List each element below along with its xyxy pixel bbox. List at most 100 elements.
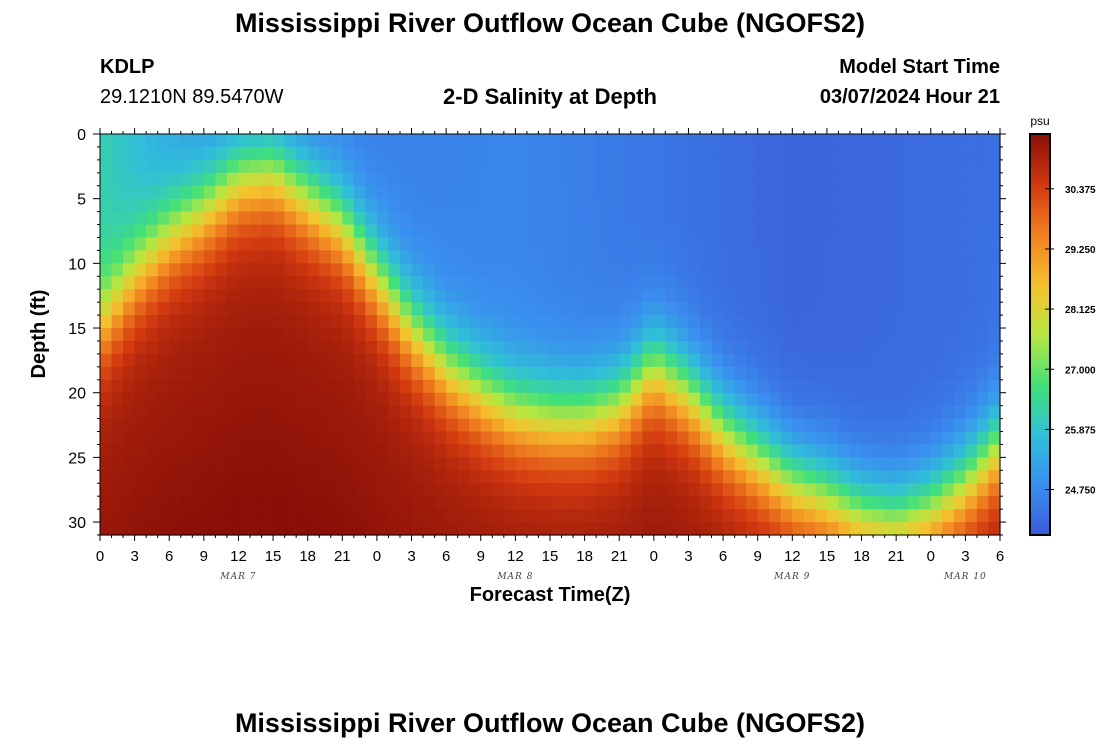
heatmap-cell (296, 366, 309, 381)
heatmap-cell (573, 289, 586, 303)
heatmap-cell (457, 340, 470, 355)
heatmap-cell (861, 159, 874, 174)
heatmap-cell (307, 418, 320, 433)
heatmap-cell (100, 159, 113, 174)
heatmap-cell (457, 134, 470, 148)
heatmap-cell (584, 134, 597, 148)
colorbar-tick-label: 27.000 (1065, 365, 1096, 376)
heatmap-cell (434, 315, 447, 329)
heatmap-cell (169, 418, 182, 433)
heatmap-cell (342, 340, 355, 355)
heatmap-cell (630, 146, 643, 161)
heatmap-cell (273, 172, 286, 187)
heatmap-cell (630, 366, 643, 381)
heatmap-cell (861, 134, 874, 148)
heatmap-cell (780, 250, 793, 264)
heatmap-cell (157, 198, 170, 213)
heatmap-cell (284, 379, 297, 394)
heatmap-cell (596, 302, 609, 316)
heatmap-cell (919, 392, 932, 407)
heatmap-cell (365, 418, 378, 433)
heatmap-cell (826, 470, 840, 484)
heatmap-cell (780, 224, 793, 239)
heatmap-cell (365, 366, 378, 381)
heatmap-cell (884, 457, 897, 471)
heatmap-cell (273, 470, 286, 484)
heatmap-cell (676, 289, 690, 303)
heatmap-cell (480, 237, 493, 252)
heatmap-cell (411, 250, 424, 264)
heatmap-cell (653, 146, 666, 161)
heatmap-cell (503, 146, 516, 161)
heatmap-cell (469, 159, 482, 174)
heatmap-cell (480, 522, 493, 536)
heatmap-cell (330, 289, 343, 303)
heatmap-cell (261, 470, 274, 484)
heatmap-cell (342, 289, 355, 303)
heatmap-cell (284, 405, 297, 420)
heatmap-cell (930, 418, 943, 433)
heatmap-cell (607, 276, 620, 290)
heatmap-cell (619, 392, 632, 407)
heatmap-cell (850, 496, 863, 510)
heatmap-cell (111, 328, 124, 342)
heatmap-cell (907, 172, 920, 187)
heatmap-cell (123, 263, 136, 277)
heatmap-cell (757, 457, 770, 471)
heatmap-cell (307, 302, 320, 316)
heatmap-cell (700, 211, 713, 226)
heatmap-cell (423, 431, 436, 446)
heatmap-cell (353, 444, 366, 458)
heatmap-cell (803, 224, 816, 239)
heatmap-cell (423, 444, 436, 458)
heatmap-cell (792, 302, 805, 316)
heatmap-cell (469, 496, 482, 510)
heatmap-cell (169, 405, 182, 420)
heatmap-cell (711, 146, 724, 161)
heatmap-cell (446, 405, 459, 420)
heatmap-cell (376, 366, 390, 381)
heatmap-cell (769, 379, 782, 394)
heatmap-cell (550, 172, 563, 187)
heatmap-cell (480, 366, 493, 381)
heatmap-cell (780, 483, 793, 497)
heatmap-cell (550, 185, 563, 200)
heatmap-cell (630, 405, 643, 420)
heatmap-cell (330, 263, 343, 277)
heatmap-cell (861, 276, 874, 290)
heatmap-cell (792, 146, 805, 161)
heatmap-cell (261, 146, 274, 161)
heatmap-cell (284, 431, 297, 446)
heatmap-cell (376, 289, 390, 303)
heatmap-cell (665, 302, 678, 316)
heatmap-cell (607, 392, 620, 407)
heatmap-cell (538, 146, 551, 161)
heatmap-cell (469, 522, 482, 536)
heatmap-cell (376, 470, 390, 484)
heatmap-cell (515, 496, 528, 510)
heatmap-cell (803, 418, 816, 433)
heatmap-cell (803, 263, 816, 277)
heatmap-cell (111, 483, 124, 497)
heatmap-cell (203, 211, 216, 226)
heatmap-cell (942, 250, 955, 264)
heatmap-cell (400, 522, 413, 536)
x-tick-label: 21 (334, 548, 351, 565)
heatmap-cell (596, 263, 609, 277)
heatmap-cell (457, 328, 470, 342)
heatmap-cell (446, 328, 459, 342)
heatmap-cell (746, 185, 759, 200)
heatmap-cell (907, 211, 920, 226)
heatmap-cell (596, 379, 609, 394)
heatmap-cell (388, 289, 401, 303)
heatmap-cell (665, 457, 678, 471)
heatmap-cell (838, 172, 851, 187)
heatmap-cell (250, 470, 263, 484)
heatmap-cell (826, 289, 840, 303)
heatmap-cell (919, 418, 932, 433)
heatmap-cell (942, 509, 955, 523)
heatmap-cell (930, 353, 943, 368)
heatmap-cell (907, 315, 920, 329)
heatmap-cell (342, 379, 355, 394)
heatmap-cell (526, 405, 540, 420)
